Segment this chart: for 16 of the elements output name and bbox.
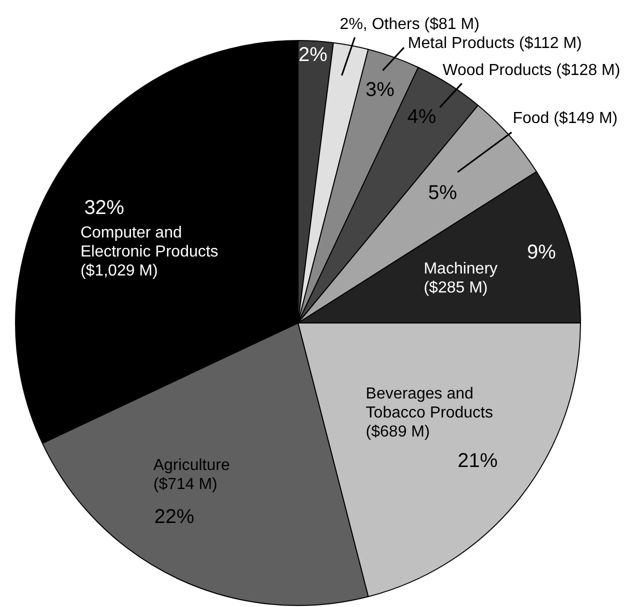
- slice-label: Machinery ($285 M): [424, 260, 498, 296]
- slice-label: 2%, Others ($81 M): [340, 16, 480, 33]
- slice-label: Food ($149 M): [512, 110, 618, 127]
- data-label: 9%: [527, 242, 556, 264]
- data-label: 21%: [458, 450, 498, 472]
- slice-label: Wood Products ($128 M): [442, 62, 620, 79]
- data-label: 4%: [407, 106, 436, 128]
- slice-label: Agriculture ($714 M): [153, 457, 230, 494]
- slice-label: Metal Products ($112 M): [408, 35, 582, 52]
- data-label: 32%: [84, 196, 124, 219]
- slice-label: Computer and Electronic Products ($1,029 M): [80, 224, 218, 280]
- data-label: 2%: [298, 44, 328, 66]
- data-label: 5%: [428, 182, 458, 204]
- data-label: 3%: [365, 79, 395, 102]
- data-label: 22%: [154, 506, 194, 528]
- slice-label: Beverages and Tobacco Products ($689 M): [366, 385, 493, 440]
